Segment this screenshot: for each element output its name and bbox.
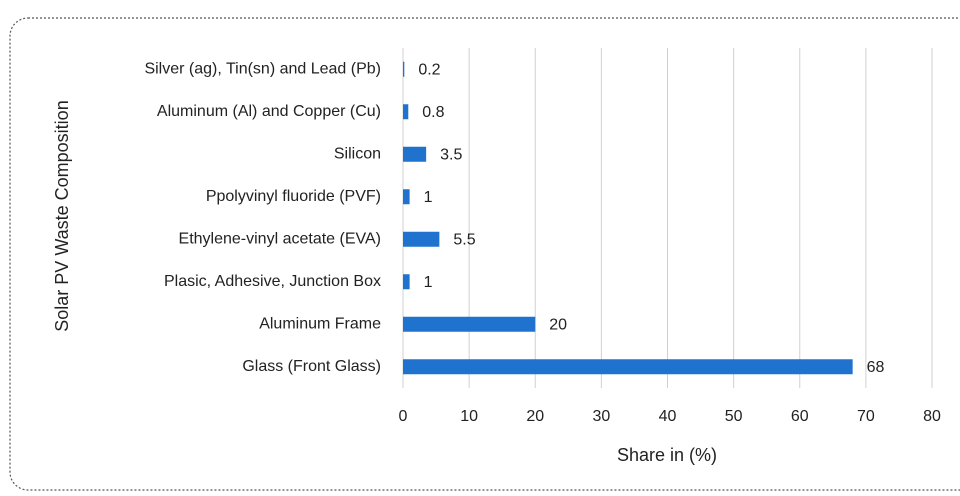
x-tick-label: 70 xyxy=(857,408,875,425)
data-label: 3.5 xyxy=(440,146,462,163)
y-axis-title: Solar PV Waste Composition xyxy=(52,100,72,331)
bar xyxy=(403,274,410,290)
bar xyxy=(403,316,536,332)
y-tick-label: Plasic, Adhesive, Junction Box xyxy=(164,273,381,290)
y-tick-label: Ppolyvinyl fluoride (PVF) xyxy=(206,188,381,205)
bar xyxy=(403,146,427,162)
y-tick-label: Aluminum (Al) and Copper (Cu) xyxy=(157,103,381,120)
bar xyxy=(403,61,405,77)
chart-frame xyxy=(9,17,960,491)
x-axis-title: Share in (%) xyxy=(617,445,717,465)
y-tick-label: Silver (ag), Tin(sn) and Lead (Pb) xyxy=(144,60,381,77)
data-label: 1 xyxy=(424,189,433,206)
x-tick-label: 60 xyxy=(791,408,809,425)
data-label: 20 xyxy=(549,316,567,333)
x-tick-label: 80 xyxy=(923,408,941,425)
bar xyxy=(403,104,409,120)
y-tick-label: Glass (Front Glass) xyxy=(242,358,381,375)
bar xyxy=(403,231,440,247)
y-tick-label: Ethylene-vinyl acetate (EVA) xyxy=(179,230,381,247)
data-label: 0.8 xyxy=(422,104,444,121)
y-tick-label: Silicon xyxy=(334,145,381,162)
bar xyxy=(403,189,410,205)
data-label: 0.2 xyxy=(418,61,440,78)
x-tick-label: 10 xyxy=(460,408,478,425)
x-tick-label: 0 xyxy=(399,408,408,425)
x-tick-label: 50 xyxy=(725,408,743,425)
data-label: 5.5 xyxy=(453,231,475,248)
x-tick-label: 40 xyxy=(659,408,677,425)
data-label: 68 xyxy=(867,359,885,376)
x-tick-label: 20 xyxy=(526,408,544,425)
y-tick-label: Aluminum Frame xyxy=(259,315,381,332)
data-label: 1 xyxy=(424,274,433,291)
bar xyxy=(403,359,853,375)
x-tick-label: 30 xyxy=(592,408,610,425)
